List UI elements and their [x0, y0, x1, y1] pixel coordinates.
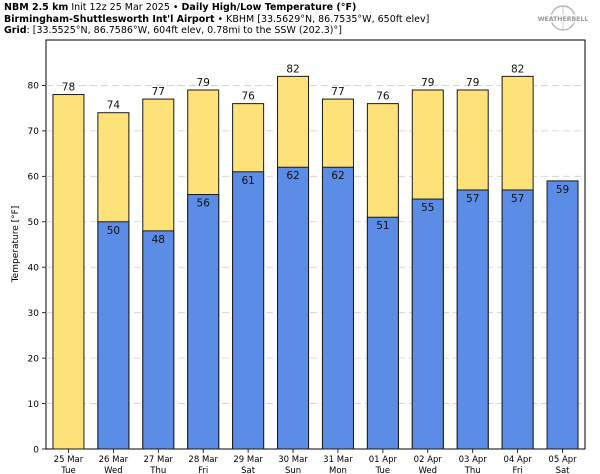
x-tick-date: 25 Mar [54, 455, 84, 465]
chart-header: NBM 2.5 km Init 12z 25 Mar 2025 • Daily … [4, 2, 504, 37]
header-line-3: Grid: [33.5525°N, 86.7586°W, 604ft elev,… [4, 25, 504, 37]
high-temp-label: 79 [466, 77, 479, 89]
x-tick-weekday: Tue [60, 466, 76, 474]
high-temp-label: 77 [331, 86, 344, 98]
low-temp-label: 62 [331, 170, 344, 182]
low-temp-bar [142, 230, 175, 450]
low-temp-bar [366, 216, 399, 450]
x-tick-weekday: Wed [104, 466, 123, 474]
x-tick-weekday: Wed [419, 466, 438, 474]
low-temp-bar [456, 189, 489, 450]
x-tick-date: 30 Mar [278, 455, 308, 465]
low-temp-label: 56 [197, 198, 211, 210]
y-tick-label: 80 [28, 82, 40, 92]
model-name: NBM 2.5 km [4, 2, 69, 13]
x-tick-weekday: Fri [513, 466, 523, 474]
y-tick-label: 50 [28, 218, 40, 228]
y-tick-label: 0 [33, 445, 39, 455]
station-info: KBHM [33.5629°N, 86.7535°W, 650ft elev] [226, 13, 430, 25]
high-temp-label: 78 [62, 82, 75, 94]
low-temp-label: 50 [107, 225, 120, 237]
station-name: Birmingham-Shuttlesworth Int'l Airport [4, 13, 215, 25]
y-axis-label: Temperature [°F] [11, 206, 21, 284]
init-time: Init 12z 25 Mar 2025 [71, 2, 170, 13]
bars [52, 75, 579, 450]
y-axis-ticks: 0 10 20 30 40 50 60 70 80 [28, 82, 46, 455]
y-tick-label: 30 [28, 309, 40, 319]
x-tick-weekday: Thu [149, 466, 166, 474]
x-tick-weekday: Sat [556, 466, 571, 474]
low-temp-label: 55 [421, 202, 434, 214]
low-temp-bar [321, 166, 354, 450]
high-temp-label: 77 [152, 86, 165, 98]
grid-info: : [33.5525°N, 86.7586°W, 604ft elev, 0.7… [26, 25, 342, 36]
low-temp-label: 48 [152, 234, 165, 246]
low-temp-bar [97, 221, 130, 450]
y-tick-label: 20 [28, 354, 40, 364]
high-temp-label: 79 [197, 77, 210, 89]
high-temp-bar [52, 94, 85, 450]
x-tick-weekday: Sun [285, 466, 301, 474]
header-line-2: Birmingham-Shuttlesworth Int'l Airport •… [4, 14, 504, 26]
y-tick-label: 40 [28, 264, 40, 274]
high-temp-label: 82 [286, 63, 299, 75]
x-tick-weekday: Sat [241, 466, 256, 474]
weatherbell-logo: WEATHERBELL [532, 5, 594, 31]
y-tick-label: 60 [28, 173, 40, 183]
low-temp-label: 59 [556, 184, 569, 196]
x-tick-date: 03 Apr [459, 455, 488, 465]
x-tick-date: 27 Mar [144, 455, 174, 465]
x-tick-weekday: Thu [464, 466, 481, 474]
separator: • [169, 2, 182, 13]
low-temp-label: 57 [466, 193, 479, 205]
low-temp-label: 51 [376, 220, 389, 232]
high-temp-label: 76 [376, 91, 390, 103]
x-tick-weekday: Mon [329, 466, 347, 474]
data-labels: 78 74 77 79 76 82 77 76 79 79 82 50 48 56 61 62 62 51 55 57… [62, 63, 569, 246]
y-tick-label: 70 [28, 127, 40, 137]
y-tick-label: 10 [28, 400, 40, 410]
high-temp-label: 76 [241, 91, 255, 103]
grid-label: Grid [4, 25, 27, 36]
x-tick-date: 05 Apr [548, 455, 577, 465]
logo-text: WEATHERBELL [538, 16, 589, 23]
x-tick-weekday: Tue [375, 466, 391, 474]
low-temp-label: 62 [286, 170, 299, 182]
low-temp-bar [187, 194, 220, 450]
x-tick-date: 02 Apr [414, 455, 443, 465]
chart-title: Daily High/Low Temperature (°F) [181, 2, 357, 13]
low-temp-bar [232, 171, 265, 450]
low-temp-bar [277, 166, 310, 450]
plot-area [45, 39, 586, 450]
x-tick-date: 29 Mar [233, 455, 263, 465]
high-temp-label: 74 [107, 100, 121, 112]
low-temp-bar [501, 189, 534, 450]
x-tick-date: 04 Apr [504, 455, 533, 465]
separator: • [214, 13, 227, 25]
low-temp-bar [546, 180, 579, 450]
high-temp-label: 79 [421, 77, 434, 89]
low-temp-label: 61 [241, 175, 254, 187]
high-temp-label: 82 [511, 63, 524, 75]
x-tick-weekday: Fri [198, 466, 208, 474]
x-tick-date: 31 Mar [323, 455, 353, 465]
low-temp-label: 57 [511, 193, 524, 205]
x-tick-date: 28 Mar [188, 455, 218, 465]
header-line-1: NBM 2.5 km Init 12z 25 Mar 2025 • Daily … [4, 2, 504, 14]
low-temp-bar [411, 198, 444, 450]
x-tick-date: 01 Apr [369, 455, 398, 465]
x-tick-date: 26 Mar [99, 455, 129, 465]
gridlines [46, 85, 585, 404]
